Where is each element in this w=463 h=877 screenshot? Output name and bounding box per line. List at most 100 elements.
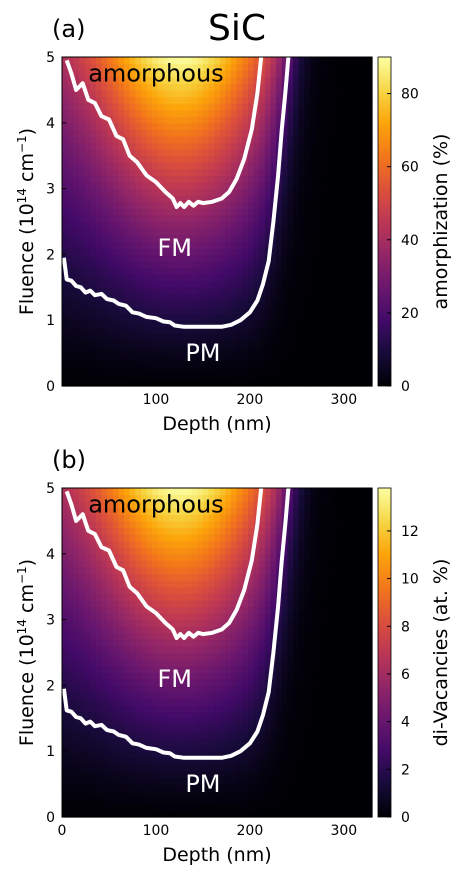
heatmap-cell xyxy=(259,379,266,387)
heatmap-cell xyxy=(293,599,300,608)
heatmap-cell xyxy=(112,260,119,269)
heatmap-cell xyxy=(146,96,153,104)
heatmap-cell xyxy=(174,346,181,354)
heatmap-cell xyxy=(304,103,311,111)
heatmap-cell xyxy=(343,346,351,354)
heatmap-cell xyxy=(174,790,181,798)
heatmap-cell xyxy=(95,645,103,654)
heatmap-cell xyxy=(169,599,176,608)
heatmap-cell xyxy=(135,300,142,308)
heatmap-cell xyxy=(202,685,210,693)
heatmap-cell xyxy=(73,593,80,601)
heatmap-cell xyxy=(84,691,91,700)
heatmap-cell xyxy=(152,155,159,163)
heatmap-cell xyxy=(163,274,170,282)
heatmap-cell xyxy=(253,691,260,700)
heatmap-cell xyxy=(264,372,272,381)
heatmap-cell xyxy=(95,672,103,680)
heatmap-cell xyxy=(174,379,181,387)
heatmap-cell xyxy=(208,135,215,144)
heatmap-cell xyxy=(174,70,181,78)
heatmap-cell xyxy=(157,267,165,275)
heatmap-cell xyxy=(101,280,108,288)
heatmap-cell xyxy=(287,70,294,78)
heatmap-cell xyxy=(124,182,131,190)
heatmap-cell xyxy=(366,221,373,229)
heatmap-cell xyxy=(208,234,215,242)
heatmap-cell xyxy=(253,566,260,575)
heatmap-cell xyxy=(248,698,255,706)
heatmap-cell xyxy=(118,751,125,759)
heatmap-cell xyxy=(191,672,198,680)
heatmap-cell xyxy=(90,188,97,196)
heatmap-cell xyxy=(67,810,74,818)
heatmap-cell xyxy=(270,488,277,496)
heatmap-cell xyxy=(67,83,74,91)
heatmap-cell xyxy=(242,293,249,302)
heatmap-cell xyxy=(84,70,91,78)
heatmap-cell xyxy=(208,494,215,502)
heatmap-cell xyxy=(219,359,227,367)
heatmap-cell xyxy=(124,76,131,84)
heatmap-cell xyxy=(276,514,283,522)
heatmap-cell xyxy=(259,757,266,765)
heatmap-cell xyxy=(219,307,227,315)
heatmap-cell xyxy=(214,83,221,91)
heatmap-cell xyxy=(248,488,255,496)
heatmap-cell xyxy=(140,208,148,216)
heatmap-cell xyxy=(310,63,317,71)
heatmap-cell xyxy=(253,359,260,367)
heatmap-cell xyxy=(343,76,351,84)
heatmap-cell xyxy=(84,606,91,614)
heatmap-cell xyxy=(169,685,176,693)
heatmap-cell xyxy=(95,116,103,124)
heatmap-cell xyxy=(304,155,311,163)
heatmap-cell xyxy=(169,63,176,71)
heatmap-cell xyxy=(152,326,159,334)
heatmap-cell xyxy=(152,63,159,71)
heatmap-cell xyxy=(242,307,249,315)
heatmap-cell xyxy=(270,691,277,700)
heatmap-cell xyxy=(62,307,69,315)
heatmap-cell xyxy=(112,527,119,535)
heatmap-cell xyxy=(163,626,170,634)
heatmap-cell xyxy=(90,632,97,640)
heatmap-cell xyxy=(135,764,142,772)
heatmap-cell xyxy=(310,241,317,249)
heatmap-cell xyxy=(360,214,367,223)
heatmap-cell xyxy=(349,135,356,144)
heatmap-cell xyxy=(78,116,86,124)
heatmap-cell xyxy=(338,208,345,216)
heatmap-cell xyxy=(129,254,136,262)
heatmap-cell xyxy=(186,645,193,654)
heatmap-cell xyxy=(214,313,221,321)
heatmap-cell xyxy=(140,353,148,361)
heatmap-cell xyxy=(174,188,181,196)
heatmap-cell xyxy=(62,366,69,374)
heatmap-cell xyxy=(186,326,193,334)
heatmap-cell xyxy=(225,96,232,104)
heatmap-cell xyxy=(310,784,317,792)
heatmap-cell xyxy=(219,300,227,308)
heatmap-cell xyxy=(129,540,136,548)
heatmap-cell xyxy=(304,122,311,130)
heatmap-cell xyxy=(281,705,289,713)
heatmap-cell xyxy=(84,142,91,150)
heatmap-cell xyxy=(90,267,97,275)
heatmap-cell xyxy=(152,586,159,594)
heatmap-cell xyxy=(146,547,153,555)
heatmap-cell xyxy=(146,757,153,765)
heatmap-cell xyxy=(270,280,277,288)
heatmap-cell xyxy=(304,724,311,733)
heatmap-cell xyxy=(124,372,131,381)
heatmap-cell xyxy=(140,339,148,348)
heatmap-cell xyxy=(276,326,283,334)
heatmap-cell xyxy=(95,520,103,529)
heatmap-cell xyxy=(180,346,187,354)
heatmap-cell xyxy=(191,63,198,71)
heatmap-cell xyxy=(129,698,136,706)
heatmap-cell xyxy=(298,632,305,640)
heatmap-cell xyxy=(242,606,249,614)
heatmap-cell xyxy=(298,724,305,733)
heatmap-cell xyxy=(225,488,232,496)
